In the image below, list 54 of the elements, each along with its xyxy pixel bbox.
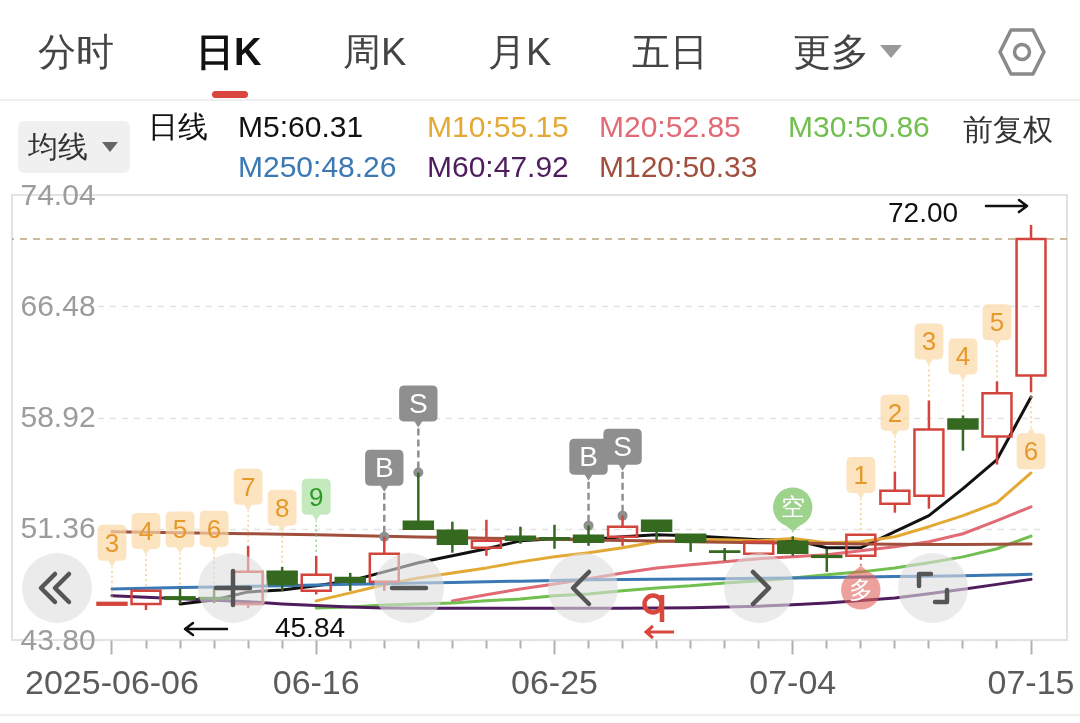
- text: M5:60.31: [238, 110, 364, 143]
- candlestick: [504, 525, 537, 546]
- annotation: 2: [887, 397, 903, 428]
- x-tick-label: 06-25: [511, 662, 598, 701]
- dropdown-button: 均线: [18, 121, 130, 173]
- text: 周K: [343, 31, 407, 73]
- candlestick: [640, 519, 673, 543]
- text: M30:50.86: [788, 110, 930, 143]
- text: 前复权: [963, 113, 1053, 146]
- annotation: 3: [921, 326, 937, 357]
- annotation: S: [613, 430, 632, 462]
- annotation: 1: [853, 460, 869, 491]
- x-tick-label: 07-04: [749, 662, 837, 701]
- text: M60:47.92: [427, 150, 569, 183]
- annotation: B: [374, 451, 394, 483]
- annotation: 5: [989, 307, 1005, 338]
- annotation: 3: [104, 527, 120, 558]
- annotation: 空: [780, 493, 805, 521]
- annotation: 4: [138, 515, 154, 546]
- annotation: 8: [274, 492, 290, 523]
- text: M20:52.85: [599, 110, 741, 143]
- annotation: 5: [172, 514, 188, 545]
- candlestick: [436, 520, 469, 554]
- annotation: 6: [1023, 436, 1039, 467]
- annotation: B: [579, 440, 598, 472]
- annotation: 7: [240, 471, 256, 502]
- annotation: 多: [848, 575, 873, 603]
- text: 月K: [488, 31, 552, 73]
- annotation: S: [408, 387, 428, 419]
- x-tick-label: 07-15: [987, 662, 1075, 701]
- annotation: 6: [206, 513, 222, 544]
- x-tick-label: 2025-06-06: [25, 662, 199, 701]
- y-tick-label: 51.36: [20, 511, 96, 545]
- legend-title: 日线: [148, 110, 208, 143]
- annotation: 9: [308, 481, 324, 512]
- y-tick-label: 66.48: [20, 288, 96, 322]
- text: 更多: [793, 31, 869, 73]
- y-tick-label: 43.80: [20, 622, 96, 656]
- annotation: 72.00: [887, 197, 959, 229]
- text: M10:55.15: [427, 110, 569, 143]
- candlestick: [743, 540, 775, 556]
- annotation: 45.84: [274, 611, 346, 643]
- y-tick-label: 74.04: [20, 177, 96, 211]
- x-tick-label: 06-16: [272, 662, 360, 701]
- text: M120:50.33: [599, 150, 758, 183]
- y-tick-label: 58.92: [20, 400, 96, 433]
- text: 分时: [38, 31, 114, 73]
- text: 日K: [196, 31, 262, 73]
- text: M250:48.26: [238, 150, 397, 183]
- candlestick: [674, 533, 707, 554]
- text: 五日: [632, 31, 708, 73]
- candlestick: [538, 523, 571, 551]
- annotation: 4: [955, 341, 971, 372]
- candlestick: [470, 518, 503, 558]
